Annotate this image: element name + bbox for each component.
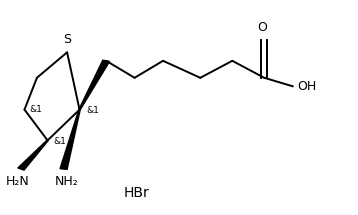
Text: O: O bbox=[257, 21, 267, 34]
Text: OH: OH bbox=[297, 80, 316, 93]
Text: HBr: HBr bbox=[124, 186, 149, 200]
Text: &1: &1 bbox=[30, 105, 43, 114]
Polygon shape bbox=[79, 60, 110, 110]
Text: &1: &1 bbox=[53, 137, 66, 146]
Polygon shape bbox=[60, 110, 80, 169]
Text: H₂N: H₂N bbox=[5, 175, 29, 188]
Text: S: S bbox=[63, 33, 71, 46]
Text: &1: &1 bbox=[87, 106, 100, 115]
Text: NH₂: NH₂ bbox=[55, 175, 79, 188]
Polygon shape bbox=[18, 140, 48, 170]
